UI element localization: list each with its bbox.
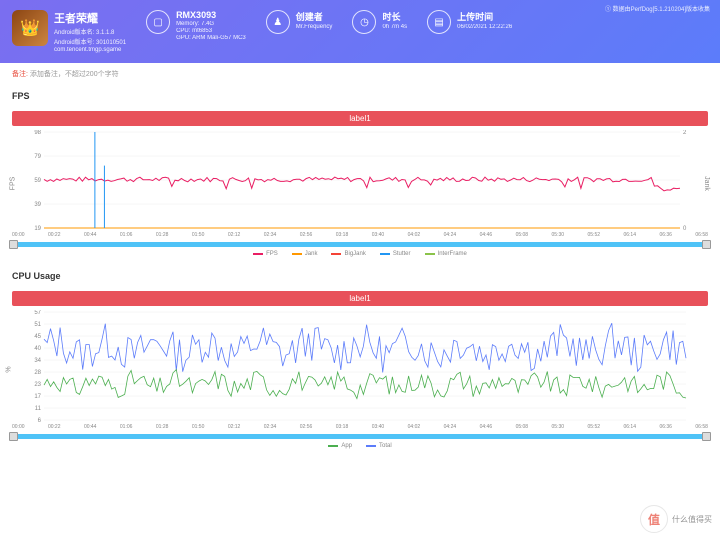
note-text: 添加备注，不超过200个字符 bbox=[30, 71, 119, 78]
fps-x-labels: 00:0000:2200:4401:0601:2801:5002:1202:34… bbox=[12, 232, 708, 238]
header: 👑 王者荣耀 Android版本名: 3.1.1.8 Android版本号: 3… bbox=[0, 0, 720, 63]
fps-label-bar: label1 bbox=[12, 111, 708, 126]
watermark: 值 什么值得买 bbox=[640, 505, 712, 533]
svg-text:0: 0 bbox=[683, 226, 687, 230]
cpu-chart[interactable]: % 5751454034282317116 bbox=[12, 310, 708, 422]
svg-text:98: 98 bbox=[34, 130, 41, 136]
version-tag: ① 数据由PerfDog[5.1.210204]版本收集 bbox=[605, 4, 710, 13]
device-icon: ▢ bbox=[146, 10, 170, 34]
memory: Memory: 7.4G bbox=[176, 21, 246, 27]
svg-text:45: 45 bbox=[34, 334, 41, 340]
cpu-model: CPU: mt6853 bbox=[176, 28, 246, 34]
watermark-icon: 值 bbox=[640, 505, 668, 533]
duration-label: 时长 bbox=[382, 10, 407, 23]
android-version: Android版本名: 3.1.1.8 bbox=[54, 27, 126, 36]
cpu-legend: AppTotal bbox=[0, 443, 720, 449]
svg-text:40: 40 bbox=[34, 346, 41, 352]
fps-legend: FPSJankBigJankStutterInterFrame bbox=[0, 251, 720, 257]
creator-value: Mr.Frequency bbox=[296, 24, 333, 30]
clock-icon: ◷ bbox=[352, 10, 376, 34]
cpu-svg: 57 51 45 40 34 28 23 17 11 6 bbox=[12, 310, 708, 422]
app-title: 王者荣耀 bbox=[54, 10, 126, 26]
svg-text:59: 59 bbox=[34, 178, 41, 184]
svg-text:34: 34 bbox=[34, 358, 41, 364]
user-icon: ♟ bbox=[266, 10, 290, 34]
duration-value: 0h 7m 4s bbox=[382, 24, 407, 30]
package-name: com.tencent.tmgp.sgame bbox=[54, 47, 126, 53]
fps-title: FPS bbox=[12, 91, 708, 101]
svg-text:57: 57 bbox=[34, 310, 41, 316]
svg-text:6: 6 bbox=[38, 418, 42, 422]
svg-text:39: 39 bbox=[34, 202, 41, 208]
app-icon: 👑 bbox=[12, 10, 48, 46]
svg-text:79: 79 bbox=[34, 154, 41, 160]
note-bar[interactable]: 备注: 添加备注，不超过200个字符 bbox=[0, 63, 720, 85]
upload-label: 上传时间 bbox=[457, 10, 512, 23]
upload-time: 06/02/2021 12:22:26 bbox=[457, 24, 512, 30]
cpu-label-bar: label1 bbox=[12, 291, 708, 306]
creator-label: 创建者 bbox=[296, 10, 333, 23]
fps-svg: 98 79 59 39 19 2 0 bbox=[12, 130, 708, 230]
note-prefix: 备注: bbox=[12, 71, 28, 78]
cpu-y-left-label: % bbox=[6, 366, 13, 372]
fps-chart[interactable]: FPS Jank 98 79 59 39 19 2 0 bbox=[12, 130, 708, 230]
cpu-x-labels: 00:0000:2200:4401:0601:2801:5002:1202:34… bbox=[12, 424, 708, 430]
fps-y-left-label: FPS bbox=[9, 177, 16, 191]
watermark-text: 什么值得买 bbox=[672, 514, 712, 525]
gpu-model: GPU: ARM Mali-G57 MC3 bbox=[176, 35, 246, 41]
svg-text:23: 23 bbox=[34, 382, 41, 388]
cpu-title: CPU Usage bbox=[12, 271, 708, 281]
cpu-slider[interactable] bbox=[12, 434, 708, 439]
device-name: RMX3093 bbox=[176, 10, 246, 20]
svg-text:28: 28 bbox=[34, 370, 41, 376]
fps-slider[interactable] bbox=[12, 242, 708, 247]
fps-y-right-label: Jank bbox=[703, 176, 710, 191]
svg-text:51: 51 bbox=[34, 322, 41, 328]
calendar-icon: ▤ bbox=[427, 10, 451, 34]
svg-text:19: 19 bbox=[34, 226, 41, 230]
svg-text:2: 2 bbox=[683, 130, 687, 136]
android-code: Android版本号: 301010501 bbox=[54, 37, 126, 46]
svg-text:11: 11 bbox=[35, 406, 42, 412]
svg-text:17: 17 bbox=[34, 394, 41, 400]
